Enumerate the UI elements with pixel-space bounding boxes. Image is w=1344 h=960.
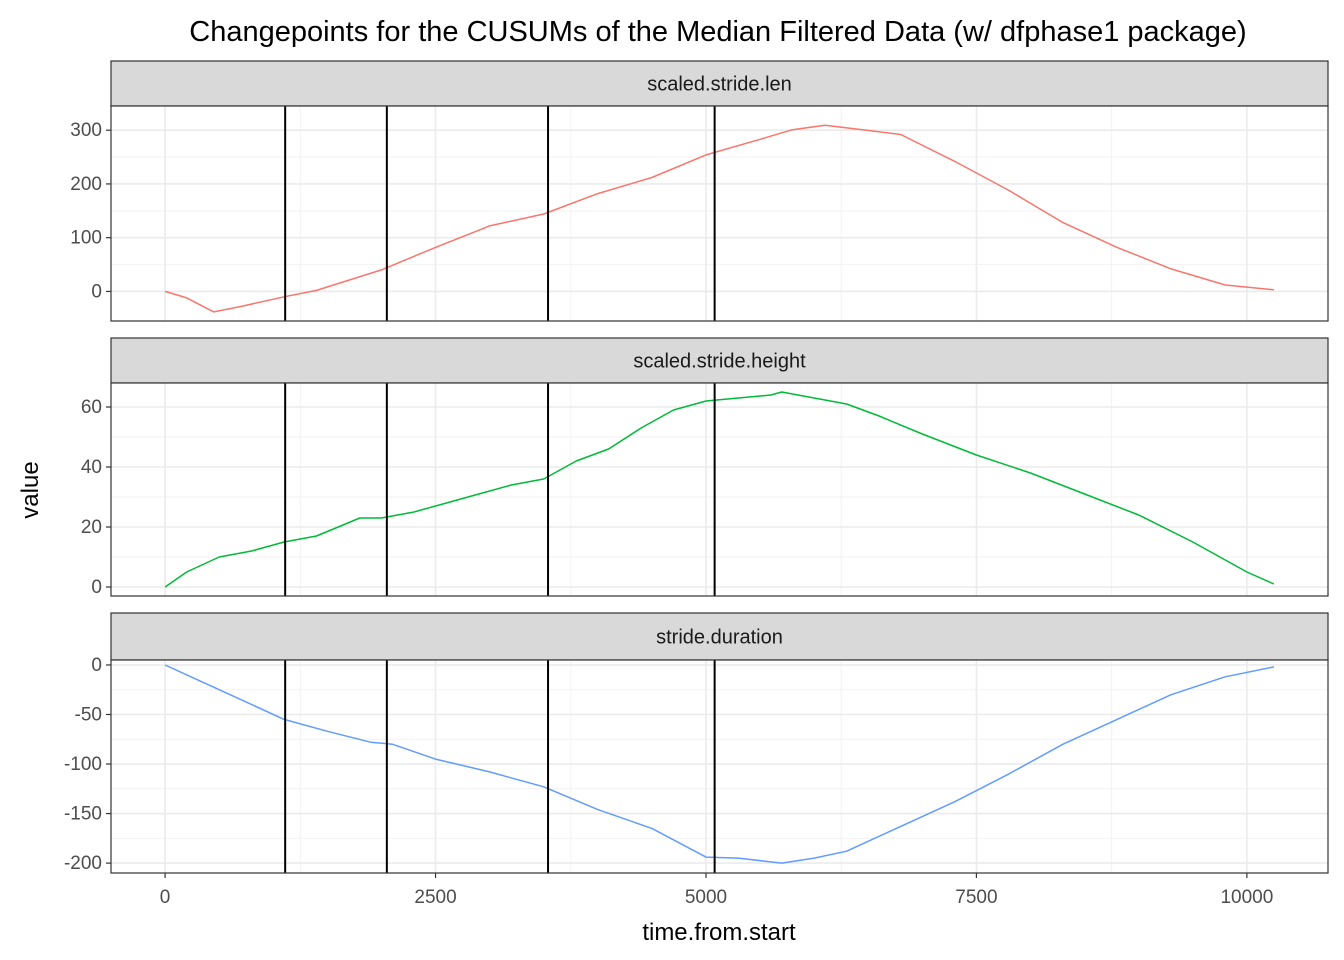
facet-strip-label: scaled.stride.len bbox=[647, 74, 792, 96]
series-line-stride.duration bbox=[164, 664, 1275, 864]
panel-background bbox=[111, 660, 1328, 873]
facet-strip-label: scaled.stride.height bbox=[633, 351, 806, 373]
x-tick-label: 5000 bbox=[685, 887, 727, 908]
y-tick-label: -100 bbox=[64, 754, 102, 775]
y-tick-label: 20 bbox=[81, 517, 102, 538]
panel-border bbox=[110, 659, 1329, 874]
y-tick-label: -50 bbox=[75, 704, 102, 725]
panel-border bbox=[110, 105, 1329, 322]
x-tick-label: 0 bbox=[160, 887, 171, 908]
y-tick-label: 0 bbox=[91, 655, 102, 676]
facet-strip bbox=[110, 337, 1329, 384]
panel-background bbox=[111, 106, 1328, 321]
facet-panels: scaled.stride.len0100200300scaled.stride… bbox=[64, 60, 1329, 874]
y-axis-title: value bbox=[17, 461, 44, 518]
x-axis: 0 2500 5000 7500 10000 bbox=[160, 873, 1273, 908]
facet-panel-1: scaled.stride.len 0 100 200 300 bbox=[70, 60, 1329, 322]
facet-strip-label: stride.duration bbox=[656, 627, 783, 649]
series-line-scaled.stride.height bbox=[164, 391, 1275, 588]
y-tick-label: -150 bbox=[64, 804, 102, 825]
chart-title: Changepoints for the CUSUMs of the Media… bbox=[189, 16, 1246, 48]
x-tick-label: 10000 bbox=[1220, 887, 1273, 908]
x-axis-title: time.from.start bbox=[642, 919, 796, 946]
facet-panel-2: scaled.stride.height 0 20 40 60 bbox=[81, 337, 1329, 598]
y-tick-label: 60 bbox=[81, 397, 102, 418]
y-tick-label: 40 bbox=[81, 457, 102, 478]
x-tick-label: 2500 bbox=[414, 887, 456, 908]
y-tick-label: 300 bbox=[70, 120, 102, 141]
facet-strip bbox=[110, 60, 1329, 107]
facet-panel-3: stride.duration 0 -50 -100 -150 -200 bbox=[64, 612, 1329, 874]
y-tick-label: 0 bbox=[91, 281, 102, 302]
series-line-scaled.stride.len bbox=[164, 124, 1274, 313]
x-tick-label: 7500 bbox=[955, 887, 997, 908]
y-tick-label: 100 bbox=[70, 228, 102, 249]
y-tick-label: 200 bbox=[70, 174, 102, 195]
panel-border bbox=[110, 382, 1329, 597]
y-tick-label: 0 bbox=[91, 577, 102, 598]
panel-background bbox=[111, 383, 1328, 596]
y-tick-label: -200 bbox=[64, 853, 102, 874]
facet-strip bbox=[110, 612, 1329, 661]
